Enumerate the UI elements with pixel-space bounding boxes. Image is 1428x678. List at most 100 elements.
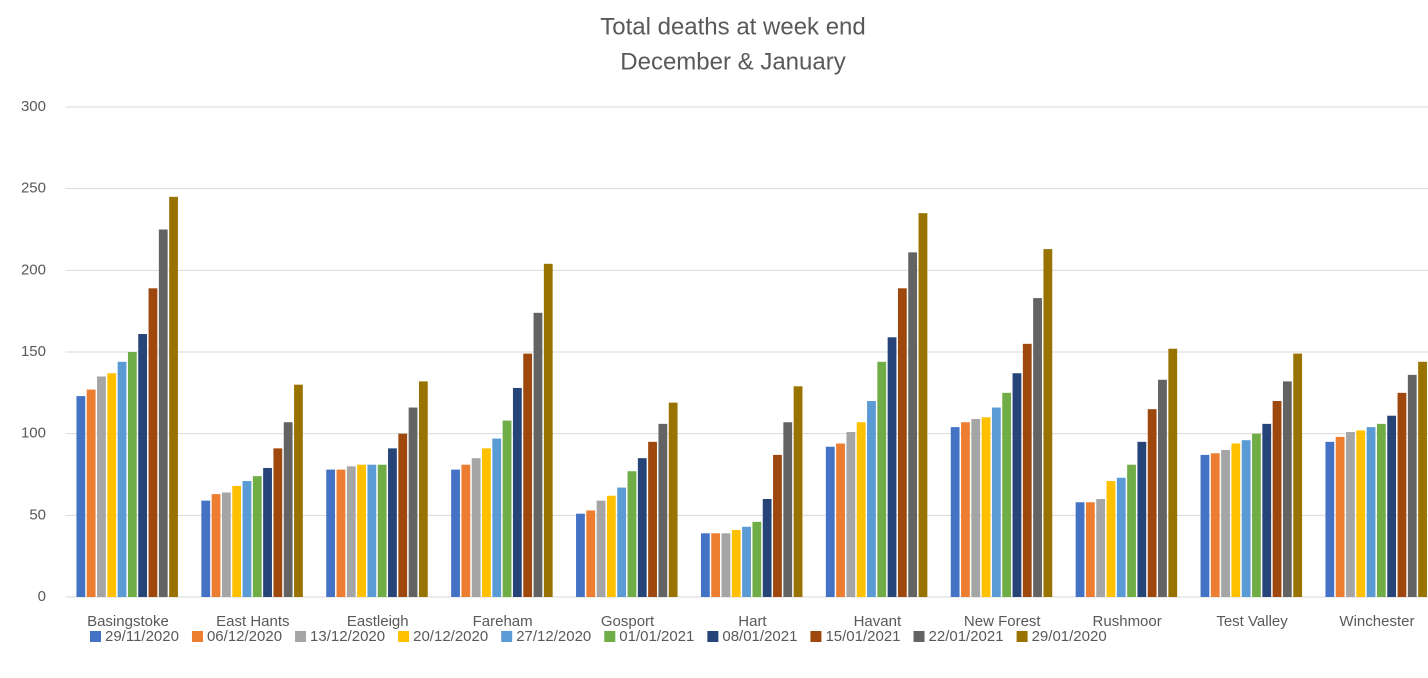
bar (1106, 481, 1116, 597)
legend-label: 08/01/2021 (722, 628, 797, 645)
bar (461, 464, 471, 597)
bar (836, 443, 845, 597)
bar (1387, 415, 1397, 597)
bar (731, 530, 741, 597)
bar (961, 422, 970, 597)
x-tick-label: Winchester (1339, 613, 1414, 630)
bar (991, 407, 1001, 597)
bar (950, 427, 960, 597)
bar (232, 485, 242, 597)
bar (648, 441, 657, 597)
bar (1262, 423, 1272, 597)
bar (793, 386, 803, 597)
bar (127, 352, 137, 597)
bar (388, 448, 397, 597)
legend-swatch (707, 631, 719, 642)
y-tick-label: 300 (21, 98, 46, 115)
bar (1002, 392, 1012, 597)
legend-label: 06/12/2020 (207, 628, 282, 645)
bar (418, 381, 428, 597)
bar (523, 353, 533, 597)
bar (1346, 432, 1355, 597)
bar (856, 422, 866, 597)
bar (1418, 361, 1427, 597)
bar (1085, 502, 1095, 597)
bar (762, 499, 772, 597)
bar (211, 494, 221, 597)
bar (1221, 450, 1230, 597)
legend-swatch (810, 631, 822, 642)
bar (908, 252, 918, 597)
legend-swatch (398, 631, 410, 642)
bar (326, 469, 336, 597)
x-tick-label: Havant (854, 613, 902, 630)
legend-swatch (295, 631, 307, 642)
bar (1096, 499, 1106, 597)
bar (586, 510, 596, 597)
bar (596, 500, 606, 597)
y-tick-label: 250 (21, 180, 46, 197)
bar (637, 458, 647, 597)
x-tick-label: Test Valley (1216, 613, 1288, 630)
y-tick-label: 150 (21, 343, 46, 360)
bar (1231, 443, 1241, 597)
bar (252, 476, 262, 597)
legend-swatch (191, 631, 203, 642)
bar (367, 464, 377, 597)
legend-label: 13/12/2020 (310, 628, 385, 645)
bar (294, 384, 303, 597)
bar (1075, 502, 1085, 597)
bar (273, 448, 283, 597)
x-tick-label: Basingstoke (87, 613, 169, 630)
bar (1356, 430, 1366, 597)
bar (711, 533, 721, 597)
y-tick-label: 100 (21, 425, 46, 442)
bar (1022, 343, 1032, 597)
legend-label: 27/12/2020 (516, 628, 591, 645)
bar (1407, 374, 1417, 597)
legend-swatch (1016, 631, 1028, 642)
bar (1168, 348, 1178, 597)
y-tick-label: 0 (38, 588, 46, 605)
legend-label: 20/12/2020 (413, 628, 488, 645)
bar (283, 422, 293, 597)
bar (336, 469, 346, 597)
bar (971, 418, 981, 597)
legend-swatch (604, 631, 616, 642)
legend-swatch (90, 631, 101, 642)
legend-label: 29/01/2020 (1032, 628, 1107, 645)
x-tick-label: Rushmoor (1093, 613, 1162, 630)
bar (492, 438, 502, 597)
bar (1200, 454, 1210, 597)
y-tick-label: 50 (29, 506, 46, 523)
bar (86, 389, 96, 597)
bar (1252, 433, 1261, 597)
bar (1137, 441, 1147, 597)
chart-subtitle: December & January (620, 48, 845, 75)
bar (117, 361, 127, 597)
bar (76, 396, 86, 597)
bar (668, 402, 678, 597)
bar (1282, 381, 1292, 597)
bar (1116, 477, 1126, 597)
bar (1335, 436, 1345, 597)
y-tick-label: 200 (21, 261, 46, 278)
bar (357, 464, 366, 597)
bar (773, 454, 782, 597)
bar (148, 288, 158, 597)
bar (1376, 423, 1386, 597)
bar (576, 513, 585, 597)
bar (1241, 440, 1251, 597)
bar (451, 469, 460, 597)
bar (471, 458, 481, 597)
bar (1127, 464, 1136, 597)
bar (867, 401, 876, 597)
bar (846, 432, 856, 597)
bar (783, 422, 793, 597)
bar (502, 420, 512, 597)
bar (1397, 392, 1407, 597)
x-tick-label: East Hants (216, 613, 289, 630)
bar (627, 471, 637, 597)
bar (700, 533, 710, 597)
